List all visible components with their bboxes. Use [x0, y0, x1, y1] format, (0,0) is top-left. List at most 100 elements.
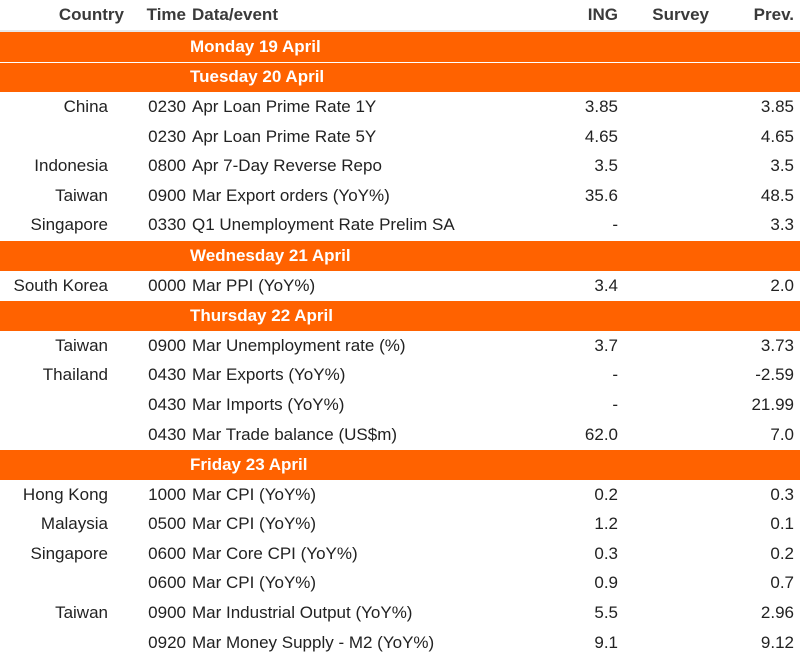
survey-cell [620, 271, 715, 301]
survey-cell [620, 151, 715, 181]
day-header-spacer [0, 300, 190, 331]
ing-cell: - [612, 215, 618, 235]
country-cell [0, 390, 130, 420]
time-cell: 0330 [148, 215, 186, 235]
country-cell [0, 569, 130, 599]
country-cell: Singapore [30, 543, 108, 563]
time-cell: 0900 [148, 603, 186, 623]
prev-cell: 2.0 [770, 275, 794, 295]
survey-cell [620, 569, 715, 599]
ing-cell: 3.4 [594, 275, 618, 295]
table-row: Taiwan 0900 Mar Export orders (YoY%) 35.6 48… [0, 181, 800, 211]
country-cell [0, 420, 130, 450]
table-row: Singapore 0600 Mar Core CPI (YoY%) 0.3 0.2 [0, 539, 800, 569]
ing-cell: 0.3 [594, 543, 618, 563]
ing-cell: 0.9 [594, 573, 618, 593]
survey-cell [620, 420, 715, 450]
prev-cell: 21.99 [751, 394, 794, 414]
header-row: Country Time Data/event ING Survey Prev. [0, 0, 800, 32]
ing-cell: 9.1 [594, 632, 618, 652]
survey-cell [620, 628, 715, 657]
table-row: China 0230 Apr Loan Prime Rate 1Y 3.85 3.85 [0, 92, 800, 122]
table-row: Indonesia 0800 Apr 7-Day Reverse Repo 3.5 3.… [0, 151, 800, 181]
country-cell: Indonesia [34, 156, 108, 176]
country-cell: Taiwan [55, 185, 108, 205]
time-cell: 0000 [148, 275, 186, 295]
ing-cell: 1.2 [594, 514, 618, 534]
event-cell: Apr Loan Prime Rate 1Y [192, 96, 377, 116]
country-cell: China [63, 96, 108, 116]
country-cell: Thailand [42, 365, 108, 385]
prev-cell: 3.73 [760, 335, 794, 355]
table-row: 0430 Mar Trade balance (US$m) 62.0 7.0 [0, 420, 800, 450]
time-cell: 0600 [148, 573, 186, 593]
table-body: Monday 19 April Tuesday 20 April China 0230… [0, 30, 800, 657]
table-row: Hong Kong 1000 Mar CPI (YoY%) 0.2 0.3 [0, 480, 800, 510]
event-cell: Mar Industrial Output (YoY%) [192, 603, 413, 623]
day-label: Thursday 22 April [190, 300, 800, 331]
prev-cell: 0.2 [770, 543, 794, 563]
time-cell: 0900 [148, 335, 186, 355]
time-cell: 0600 [148, 543, 186, 563]
table-row: Taiwan 0900 Mar Industrial Output (YoY%) 5.… [0, 598, 800, 628]
day-label: Wednesday 21 April [190, 240, 800, 271]
time-cell: 0230 [148, 126, 186, 146]
prev-cell: -2.59 [755, 365, 794, 385]
table-row: Thailand 0430 Mar Exports (YoY%) - -2.59 [0, 361, 800, 391]
ing-cell: 4.65 [584, 126, 618, 146]
header-prev: Prev. [715, 0, 800, 32]
ing-cell: 3.7 [594, 335, 618, 355]
day-label: Friday 23 April [190, 449, 800, 480]
event-cell: Apr 7-Day Reverse Repo [192, 156, 382, 176]
event-cell: Mar Imports (YoY%) [192, 394, 345, 414]
ing-cell: 3.85 [584, 96, 618, 116]
survey-cell [620, 539, 715, 569]
country-cell [0, 628, 130, 657]
country-cell: South Korea [13, 275, 108, 295]
time-cell: 0430 [148, 424, 186, 444]
prev-cell: 0.7 [770, 573, 794, 593]
day-header-spacer [0, 61, 190, 93]
ing-cell: 0.2 [594, 484, 618, 504]
survey-cell [620, 361, 715, 391]
table-row: 0430 Mar Imports (YoY%) - 21.99 [0, 390, 800, 420]
event-cell: Q1 Unemployment Rate Prelim SA [192, 215, 455, 235]
day-header-row: Thursday 22 April [0, 300, 800, 331]
survey-cell [620, 331, 715, 361]
survey-cell [620, 510, 715, 540]
time-cell: 0430 [148, 365, 186, 385]
header-time: Time [130, 0, 190, 32]
survey-cell [620, 211, 715, 241]
time-cell: 0800 [148, 156, 186, 176]
event-cell: Apr Loan Prime Rate 5Y [192, 126, 377, 146]
table-row: 0230 Apr Loan Prime Rate 5Y 4.65 4.65 [0, 122, 800, 152]
ing-cell: 35.6 [584, 185, 618, 205]
header-event: Data/event [190, 0, 570, 32]
day-header-row: Tuesday 20 April [0, 61, 800, 93]
survey-cell [620, 390, 715, 420]
survey-cell [620, 181, 715, 211]
table-row: South Korea 0000 Mar PPI (YoY%) 3.4 2.0 [0, 271, 800, 301]
prev-cell: 0.3 [770, 484, 794, 504]
table-row: 0600 Mar CPI (YoY%) 0.9 0.7 [0, 569, 800, 599]
day-header-row: Friday 23 April [0, 449, 800, 480]
day-label: Monday 19 April [190, 30, 800, 63]
time-cell: 0430 [148, 394, 186, 414]
country-cell: Hong Kong [22, 484, 108, 504]
event-cell: Mar CPI (YoY%) [192, 514, 317, 534]
event-cell: Mar Money Supply - M2 (YoY%) [192, 632, 435, 652]
header-country: Country [0, 0, 130, 32]
time-cell: 0230 [148, 96, 186, 116]
event-cell: Mar CPI (YoY%) [192, 573, 317, 593]
table-row: Taiwan 0900 Mar Unemployment rate (%) 3.7 3.… [0, 331, 800, 361]
prev-cell: 3.85 [760, 96, 794, 116]
time-cell: 0920 [148, 632, 186, 652]
table-row: Malaysia 0500 Mar CPI (YoY%) 1.2 0.1 [0, 510, 800, 540]
day-header-spacer [0, 449, 190, 480]
event-cell: Mar PPI (YoY%) [192, 275, 316, 295]
time-cell: 0500 [148, 514, 186, 534]
ing-cell: 3.5 [594, 156, 618, 176]
header-ing: ING [570, 0, 620, 32]
day-header-row: Monday 19 April [0, 30, 800, 63]
